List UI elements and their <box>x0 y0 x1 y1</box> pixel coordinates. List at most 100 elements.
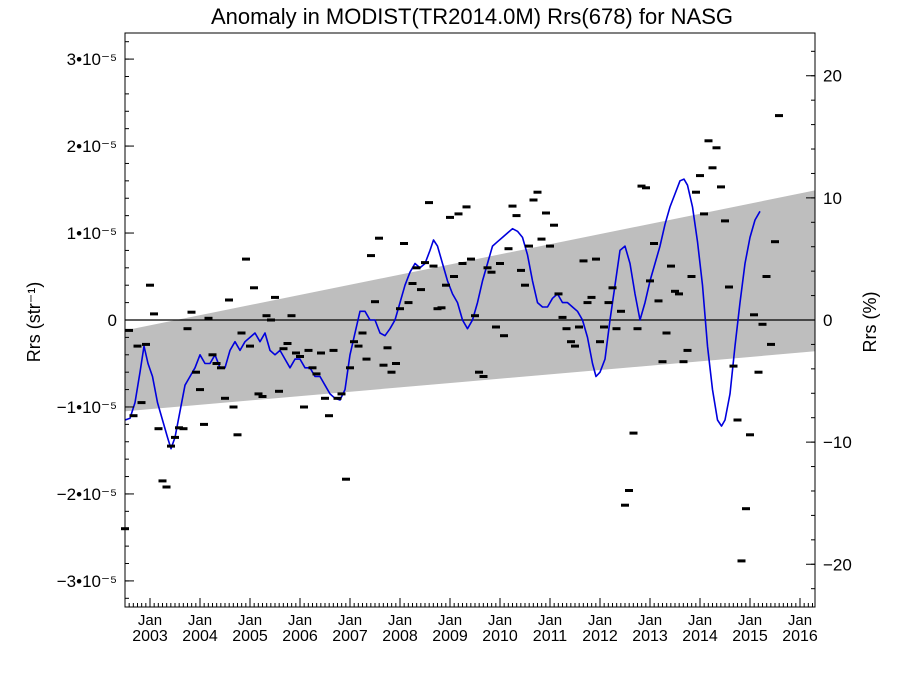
data-point <box>625 489 633 492</box>
data-point <box>450 275 458 278</box>
data-point <box>208 353 217 357</box>
x-tick-month-label: Jan <box>138 612 162 629</box>
x-tick-year-label: 2016 <box>782 628 818 645</box>
data-point <box>592 257 600 261</box>
data-point <box>421 261 429 265</box>
y-tick-label: −2•10⁻⁵ <box>57 485 117 504</box>
data-point <box>758 322 767 326</box>
data-point <box>154 427 163 431</box>
x-tick-month-label: Jan <box>288 612 312 629</box>
data-point <box>679 360 688 364</box>
data-point <box>654 299 663 303</box>
data-point <box>229 405 238 409</box>
data-point <box>292 351 300 355</box>
data-point <box>454 212 463 216</box>
data-point <box>283 342 292 345</box>
data-point <box>442 283 450 287</box>
data-point <box>662 331 671 335</box>
x-tick-year-label: 2008 <box>382 628 418 645</box>
data-point <box>271 295 279 299</box>
data-point <box>750 313 758 317</box>
x-tick-year-label: 2003 <box>132 628 168 645</box>
data-point <box>237 331 246 335</box>
data-point <box>375 236 383 240</box>
data-point <box>596 340 604 344</box>
data-point <box>546 244 554 248</box>
data-point <box>512 214 521 218</box>
x-tick-year-label: 2015 <box>732 628 768 645</box>
data-point <box>287 314 296 318</box>
data-point <box>721 219 729 223</box>
data-point <box>362 357 371 361</box>
data-point <box>204 316 213 320</box>
data-point <box>504 247 513 251</box>
x-tick-year-label: 2011 <box>533 628 568 645</box>
data-point <box>437 306 446 310</box>
data-point <box>308 366 317 370</box>
data-point <box>129 414 138 418</box>
y2-tick-label: −20 <box>823 555 852 574</box>
smoothed-anomaly-line <box>124 178 761 450</box>
x-tick-month-label: Jan <box>238 612 262 629</box>
data-point <box>725 285 733 289</box>
data-point <box>183 327 192 331</box>
x-tick-month-label: Jan <box>638 612 662 629</box>
x-tick-month-label: Jan <box>538 612 562 629</box>
data-point <box>371 300 379 304</box>
data-point <box>342 477 350 481</box>
data-point <box>562 327 571 331</box>
data-point <box>175 426 183 430</box>
data-point <box>187 310 196 314</box>
y-tick-label: 1•10⁻⁵ <box>67 224 117 243</box>
chart-title: Anomaly in MODIST(TR2014.0M) Rrs(678) fo… <box>211 4 733 29</box>
data-point <box>537 237 546 241</box>
data-point <box>358 331 367 335</box>
data-point <box>617 309 625 313</box>
data-point <box>212 362 221 365</box>
data-point <box>587 295 596 299</box>
data-point <box>262 314 271 318</box>
y-tick-label: −3•10⁻⁵ <box>57 572 117 591</box>
x-tick-month-label: Jan <box>788 612 812 629</box>
data-point <box>583 301 592 305</box>
data-point <box>492 325 500 329</box>
data-point <box>525 244 533 248</box>
data-point <box>246 344 254 348</box>
x-tick-year-label: 2007 <box>332 628 368 645</box>
data-point <box>658 360 667 364</box>
data-point <box>700 212 708 216</box>
data-point <box>137 401 146 405</box>
data-point <box>387 370 396 374</box>
data-point <box>250 286 258 290</box>
data-point <box>687 275 696 278</box>
data-point-layer <box>121 114 783 563</box>
data-point <box>550 223 558 227</box>
x-tick-year-label: 2009 <box>432 628 468 645</box>
data-point <box>171 435 179 439</box>
data-point <box>350 340 358 344</box>
data-point <box>712 146 721 150</box>
data-point <box>408 282 417 285</box>
data-point <box>192 370 200 374</box>
data-point <box>479 375 488 378</box>
data-point <box>158 479 167 483</box>
data-point <box>458 262 467 265</box>
data-point <box>533 190 542 194</box>
data-point <box>275 389 283 393</box>
data-point <box>267 318 275 322</box>
data-point <box>496 262 504 265</box>
data-point <box>400 242 408 245</box>
data-point <box>717 185 725 189</box>
data-point <box>446 215 454 219</box>
data-point <box>196 388 204 392</box>
y2-tick-label: −10 <box>823 433 852 452</box>
data-point <box>675 292 683 296</box>
data-point <box>312 372 321 376</box>
x-tick-year-label: 2012 <box>582 628 618 645</box>
data-point <box>542 211 550 215</box>
data-point <box>604 301 613 305</box>
x-tick-year-label: 2014 <box>682 628 718 645</box>
data-point <box>383 346 392 350</box>
x-tick-month-label: Jan <box>338 612 362 629</box>
data-point <box>321 396 329 400</box>
